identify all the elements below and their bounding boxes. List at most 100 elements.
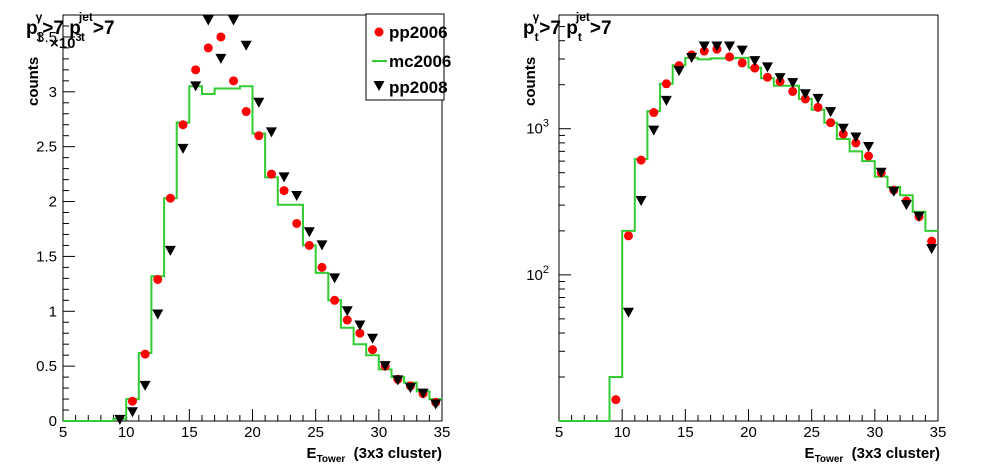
data-point-pp2008 [686, 52, 698, 63]
data-point-pp2008 [749, 56, 761, 67]
data-point-pp2008 [863, 141, 875, 152]
x-tick-label: 35 [930, 424, 947, 441]
left-x-axis-title: ETower (3x3 cluster) [307, 445, 442, 465]
left-chart-title: ptγ>7 ptjet>7 [26, 10, 115, 44]
x-tick-label: 35 [434, 424, 451, 441]
plot-frame [558, 14, 939, 422]
data-point-pp2008 [367, 333, 379, 344]
data-point-pp2006 [611, 395, 621, 405]
data-point-pp2008 [139, 380, 151, 391]
data-point-pp2008 [799, 89, 811, 100]
y-tick-label: 0.5 [36, 358, 57, 375]
data-point-pp2006 [838, 129, 848, 139]
y-tick-label: 0 [49, 413, 57, 430]
data-point-pp2008 [114, 414, 126, 425]
data-point-pp2006 [266, 169, 276, 179]
left-panel: ptγ>7 ptjet>7 ×103 counts ETower (3x3 cl… [25, 10, 451, 465]
data-point-pp2008 [926, 244, 938, 255]
data-point-pp2008 [341, 306, 353, 317]
data-point-pp2006 [304, 240, 314, 250]
data-point-pp2006 [292, 218, 302, 228]
data-point-pp2008 [392, 375, 404, 386]
data-point-pp2006 [178, 120, 188, 130]
data-point-pp2006 [750, 63, 760, 73]
data-point-pp2006 [140, 349, 150, 359]
y-tick-label: 2.5 [36, 139, 57, 156]
data-point-pp2008 [761, 62, 773, 73]
data-point-pp2008 [648, 125, 660, 136]
data-point-pp2008 [228, 15, 240, 26]
legend: pp2006 mc2006 pp2008 [365, 13, 451, 101]
data-point-pp2006 [762, 72, 772, 82]
data-point-pp2008 [635, 196, 647, 207]
data-point-pp2006 [368, 345, 378, 355]
x-tick-label: 25 [803, 424, 820, 441]
data-point-pp2008 [329, 273, 341, 284]
data-point-pp2008 [875, 167, 887, 178]
x-tick-label: 20 [244, 424, 261, 441]
data-point-pp2008 [265, 127, 277, 138]
data-point-pp2006 [241, 107, 251, 117]
data-point-pp2008 [850, 132, 862, 143]
data-point-pp2006 [330, 295, 340, 305]
x-tick-label: 25 [307, 424, 324, 441]
data-point-pp2006 [279, 186, 289, 196]
legend-label-mc2006: mc2006 [389, 52, 451, 71]
data-point-pp2006 [127, 396, 137, 406]
legend-marker-pp2008 [373, 81, 385, 91]
left-plot-area: 5 10 15 20 25 30 35 0 0.5 1 1.5 2 2.5 3 3.5 [36, 14, 451, 441]
data-point-pp2008 [379, 361, 391, 372]
legend-marker-pp2006 [374, 27, 384, 37]
data-point-pp2008 [900, 200, 912, 211]
data-point-pp2006 [623, 231, 633, 241]
data-point-pp2008 [240, 40, 252, 51]
data-point-pp2006 [725, 52, 735, 62]
data-point-pp2008 [152, 309, 164, 320]
data-point-pp2008 [253, 97, 265, 108]
data-point-pp2006 [927, 236, 937, 246]
series-line-mc2006 [559, 56, 938, 422]
data-point-pp2008 [316, 240, 328, 251]
data-point-pp2008 [215, 53, 227, 64]
y-tick-label: 103 [526, 118, 549, 138]
data-point-pp2006 [813, 102, 823, 112]
legend-label-pp2006: pp2006 [389, 23, 448, 42]
data-point-pp2008 [724, 41, 736, 52]
y-tick-label: 1 [49, 303, 57, 320]
x-tick-label: 10 [614, 424, 631, 441]
data-point-pp2008 [126, 407, 138, 418]
x-tick-label: 20 [740, 424, 757, 441]
right-panel: ptγ>7 ptjet>7 counts ETower (3x3 cluster… [522, 10, 946, 465]
data-point-pp2008 [837, 123, 849, 134]
x-tick-label: 5 [555, 424, 563, 441]
data-point-pp2006 [317, 262, 327, 272]
data-point-pp2008 [278, 172, 290, 183]
data-point-pp2008 [404, 383, 416, 394]
data-point-pp2008 [787, 78, 799, 89]
data-point-pp2006 [851, 138, 861, 148]
data-point-pp2008 [812, 93, 824, 104]
data-point-pp2006 [229, 76, 239, 86]
x-tick-label: 30 [370, 424, 387, 441]
data-point-pp2006 [165, 193, 175, 203]
right-plot-area: 5 10 15 20 25 30 35 102 103 [526, 14, 947, 441]
y-tick-label: 3.5 [36, 29, 57, 46]
data-point-pp2008 [825, 107, 837, 118]
data-point-pp2008 [303, 227, 315, 238]
data-point-pp2008 [913, 211, 925, 222]
data-point-pp2006 [788, 86, 798, 96]
data-point-pp2006 [254, 131, 264, 141]
data-point-pp2008 [177, 143, 189, 154]
data-point-pp2008 [774, 73, 786, 84]
data-point-pp2008 [736, 45, 748, 56]
data-point-pp2008 [164, 245, 176, 256]
data-point-pp2008 [698, 41, 710, 52]
right-x-axis-title: ETower (3x3 cluster) [805, 445, 940, 465]
data-point-pp2008 [711, 41, 723, 52]
legend-label-pp2008: pp2008 [389, 78, 448, 97]
y-tick-label: 102 [526, 264, 549, 284]
data-point-pp2006 [864, 151, 874, 161]
x-tick-label: 5 [59, 424, 67, 441]
data-point-pp2006 [191, 65, 201, 75]
